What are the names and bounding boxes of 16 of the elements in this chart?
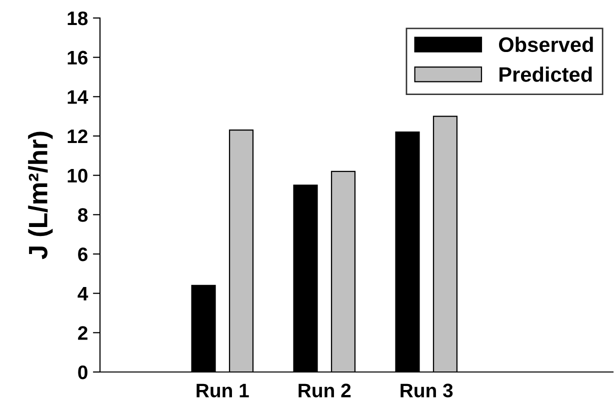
x-tick-label: Run 1 xyxy=(196,384,249,398)
y-tick-label: 4 xyxy=(78,287,88,300)
y-tick-label: 12 xyxy=(68,129,88,144)
y-tick-label: 8 xyxy=(78,208,88,222)
y-tick-label: 16 xyxy=(68,50,88,65)
y-tick-label: 6 xyxy=(78,247,88,262)
y-tick-label: 0 xyxy=(78,365,88,380)
legend-label: Observed xyxy=(499,36,593,52)
y-tick-label: 10 xyxy=(68,168,88,183)
x-tick-label: Run 2 xyxy=(298,384,351,398)
y-tick-label: 14 xyxy=(68,90,88,104)
x-tick-label: Run 3 xyxy=(400,384,453,398)
y-axis-title: J (L/m²/hr) xyxy=(28,132,53,260)
y-tick-label: 18 xyxy=(68,11,88,26)
legend-label: Predicted xyxy=(500,66,592,82)
y-tick-label: 2 xyxy=(78,326,88,340)
